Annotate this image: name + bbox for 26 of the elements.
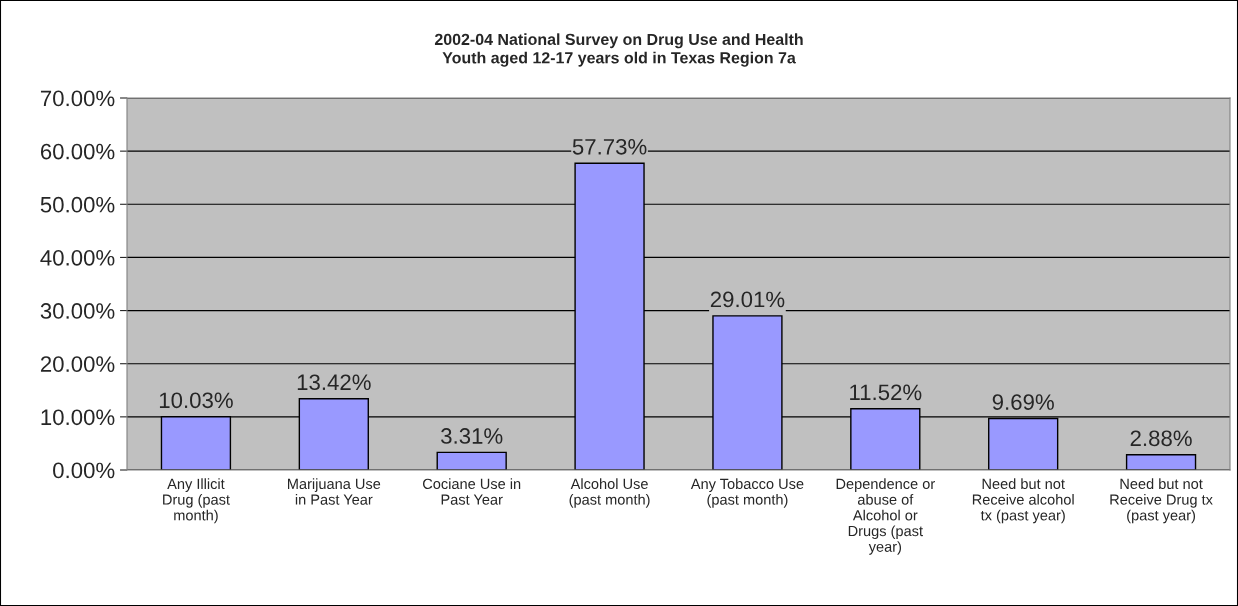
y-tick-label: 30.00%	[40, 303, 115, 319]
data-label: 3.31%	[441, 428, 503, 444]
data-label: 13.42%	[297, 374, 371, 391]
bar	[436, 451, 507, 470]
x-tick-label: Marijuana Use in Past Year	[288, 478, 381, 505]
data-label: 57.73%	[572, 138, 647, 155]
data-label: 29.01%	[710, 291, 785, 308]
x-tick-label: Dependence or abuse of Alcohol or Drugs (past year)	[836, 478, 935, 555]
data-label: 11.52%	[850, 384, 922, 401]
data-label: 10.03%	[159, 392, 233, 409]
data-label: 2.88%	[1130, 430, 1192, 447]
x-tick-label: Need but not Receive alcohol tx (past year)	[972, 478, 1074, 524]
y-tick-label: 20.00%	[40, 356, 115, 372]
x-tick-label: Alcohol Use (past month)	[569, 478, 650, 508]
x-tick-label: Cociane Use in Past Year	[422, 478, 521, 505]
x-tick-label: Any Tobacco Use (past month)	[690, 478, 804, 508]
y-tick-label: 60.00%	[40, 143, 115, 160]
y-tick-label: 10.00%	[41, 409, 115, 426]
data-label: 9.69%	[992, 394, 1054, 410]
y-tick-label: 50.00%	[40, 196, 115, 213]
y-tick-label: 40.00%	[40, 249, 115, 266]
x-tick-label: Need but not Receive Drug tx (past year)	[1110, 478, 1213, 524]
y-tick-label: 70.00%	[40, 90, 115, 107]
chart-title: 2002-04 National Survey on Drug Use and Health Youth aged 12-17 years old in Texas Region 7a	[434, 33, 803, 67]
x-tick-label: Any Illicit Drug (past month)	[163, 478, 230, 524]
y-tick-label: 0.00%	[53, 462, 115, 479]
